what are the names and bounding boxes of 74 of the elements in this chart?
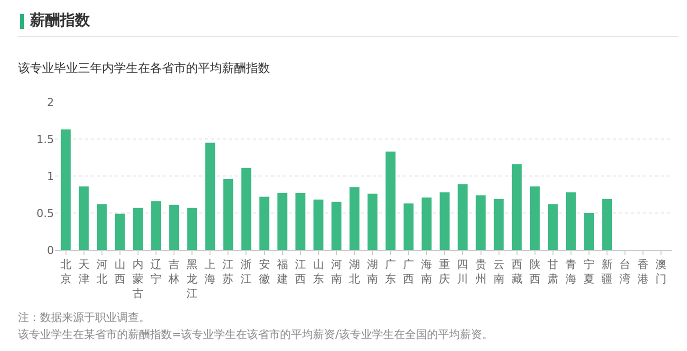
x-tick-label: 广东: [385, 258, 396, 286]
text: 注：数据来源于职业调查。: [18, 310, 150, 325]
x-tick-label: 澳门: [656, 258, 667, 286]
bar: [422, 197, 432, 250]
x-tick-label: 青海: [565, 258, 576, 286]
bar: [476, 195, 486, 250]
bar: [602, 198, 612, 250]
bar: [60, 129, 71, 250]
x-tick-label: 吉林: [168, 258, 180, 286]
chart-title: 薪酬指数: [30, 11, 90, 30]
y-tick-label: 1.5: [36, 132, 54, 146]
y-tick-label: 0: [47, 244, 54, 257]
x-tick-label: 新疆: [602, 258, 613, 286]
x-tick-label: 台湾: [620, 258, 631, 286]
bar: [78, 186, 89, 250]
x-tick-label: 陕西: [529, 258, 540, 286]
y-tick-label: 0.5: [36, 206, 54, 220]
x-tick-label: 重庆: [439, 258, 450, 286]
bar: [133, 208, 143, 250]
bar: [114, 214, 125, 250]
bar: [151, 201, 161, 250]
x-tick-label: 黑龙江: [186, 258, 198, 300]
bar: [512, 164, 522, 250]
x-tick-label: 北京: [60, 258, 72, 286]
x-tick-label: 河北: [96, 258, 108, 286]
bar: [386, 152, 396, 250]
x-tick-label: 广西: [403, 258, 414, 286]
chart-subtitle: 该专业毕业三年内学生在各省市的平均薪酬指数: [18, 60, 270, 77]
x-tick-label: 湖南: [367, 258, 378, 286]
x-tick-label: 香港: [638, 258, 649, 286]
x-tick-label: 海南: [421, 258, 432, 286]
bar: [169, 204, 180, 250]
bar: [566, 192, 576, 250]
x-tick-label: 云南: [493, 258, 504, 286]
bar: [96, 204, 107, 250]
y-tick-label: 2: [47, 96, 54, 109]
bar: [277, 193, 288, 250]
x-tick-label: 湖北: [348, 258, 360, 286]
bar: [404, 203, 414, 250]
bar: [205, 142, 216, 250]
bar: [331, 202, 342, 250]
x-tick-label: 辽宁: [150, 258, 162, 286]
bar: [223, 178, 234, 250]
x-tick-label: 甘肃: [547, 258, 558, 286]
x-tick-label: 福建: [276, 258, 288, 286]
bar: [295, 193, 306, 250]
bar: [458, 184, 468, 250]
x-tick-label: 河南: [330, 258, 342, 286]
bar: [584, 213, 594, 250]
bar: [530, 186, 540, 250]
bar: [313, 200, 324, 250]
x-tick-label: 江西: [294, 258, 306, 286]
x-tick-label: 安徽: [258, 258, 270, 286]
x-tick-label: 西藏: [511, 258, 522, 286]
x-tick-label: 宁夏: [584, 258, 595, 286]
x-tick-label: 山东: [312, 258, 324, 286]
x-tick-label: 上海: [204, 258, 216, 286]
text: 该专业学生在某省市的薪酬指数=该专业学生在该省市的平均薪资/该专业学生在全国的平均薪资。: [18, 327, 493, 342]
bar: [350, 187, 360, 250]
x-tick-label: 贵州: [475, 258, 486, 286]
bar: [187, 208, 198, 250]
bar: [548, 204, 558, 250]
x-tick-label: 江苏: [222, 258, 234, 286]
bar: [259, 196, 270, 250]
bar: [440, 192, 450, 250]
x-tick-label: 天津: [78, 258, 90, 286]
y-tick-label: 1: [47, 170, 54, 183]
x-tick-label: 浙江: [240, 258, 252, 286]
x-tick-label: 内蒙古: [132, 258, 144, 300]
bar: [241, 168, 252, 250]
x-tick-label: 四川: [457, 258, 468, 286]
x-tick-label: 山西: [114, 258, 126, 286]
bar: [494, 198, 504, 250]
bar: [368, 194, 378, 250]
